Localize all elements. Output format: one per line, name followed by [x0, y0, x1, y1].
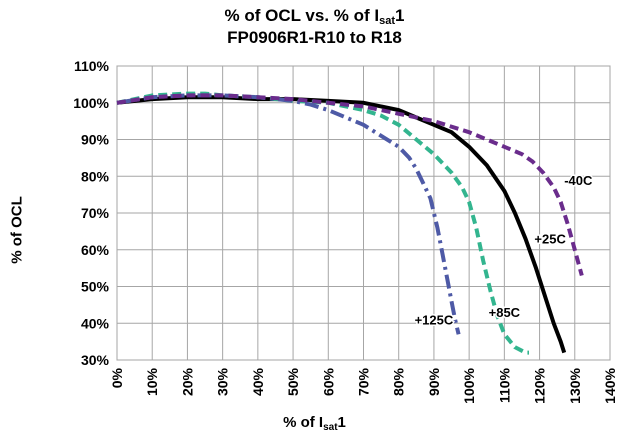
- chart-title-line1: % of OCL vs. % of Isat1: [0, 6, 629, 31]
- x-tick-label: 130%: [567, 367, 583, 403]
- series-annotation: -40C: [564, 173, 593, 188]
- y-tick-label: 40%: [81, 315, 110, 331]
- x-tick-label: 70%: [356, 367, 372, 396]
- x-tick-label: 80%: [391, 367, 407, 396]
- chart-title-line2: FP0906R1-R10 to R18: [227, 28, 402, 47]
- y-axis-label-wrap: % of OCL: [2, 170, 32, 290]
- x-tick-label: 10%: [144, 367, 160, 396]
- x-axis-label: % of Isat1: [0, 414, 629, 433]
- y-tick-label: 30%: [81, 352, 110, 368]
- x-tick-label: 0%: [109, 367, 125, 388]
- series-annotation: +125C: [415, 313, 454, 328]
- series-line: [116, 93, 584, 277]
- series-annotation: +85C: [489, 305, 521, 320]
- y-tick-label: 60%: [81, 242, 110, 258]
- x-tick-label: 40%: [250, 367, 266, 396]
- y-tick-label: 110%: [74, 58, 110, 74]
- x-tick-label: 140%: [602, 367, 618, 403]
- y-tick-label: 100%: [73, 95, 109, 111]
- x-tick-label: 100%: [461, 367, 477, 403]
- y-tick-label: 80%: [81, 168, 110, 184]
- title-line1-prefix: % of OCL vs. % of I: [224, 6, 380, 25]
- y-axis-label: % of OCL: [8, 196, 26, 264]
- x-tick-label: 30%: [215, 367, 231, 396]
- series-line: [116, 93, 461, 335]
- x-tick-label: 20%: [179, 367, 195, 396]
- x-tick-label: 120%: [532, 367, 548, 403]
- x-axis-label-subscript: sat: [323, 422, 338, 433]
- x-tick-label: 90%: [426, 367, 442, 396]
- x-tick-label: 50%: [285, 367, 301, 396]
- title-line1-subscript: sat: [379, 15, 396, 27]
- y-tick-label: 90%: [81, 132, 110, 148]
- y-tick-label: 70%: [81, 205, 110, 221]
- series-line: [116, 95, 567, 354]
- y-tick-label: 50%: [81, 279, 110, 295]
- x-axis-label-prefix: % of I: [283, 414, 324, 431]
- x-tick-label: 60%: [320, 367, 336, 396]
- x-tick-label: 110%: [496, 367, 512, 403]
- x-axis-label-suffix: 1: [337, 414, 346, 431]
- title-line1-suffix: 1: [395, 6, 405, 25]
- series-annotation: +25C: [534, 232, 566, 247]
